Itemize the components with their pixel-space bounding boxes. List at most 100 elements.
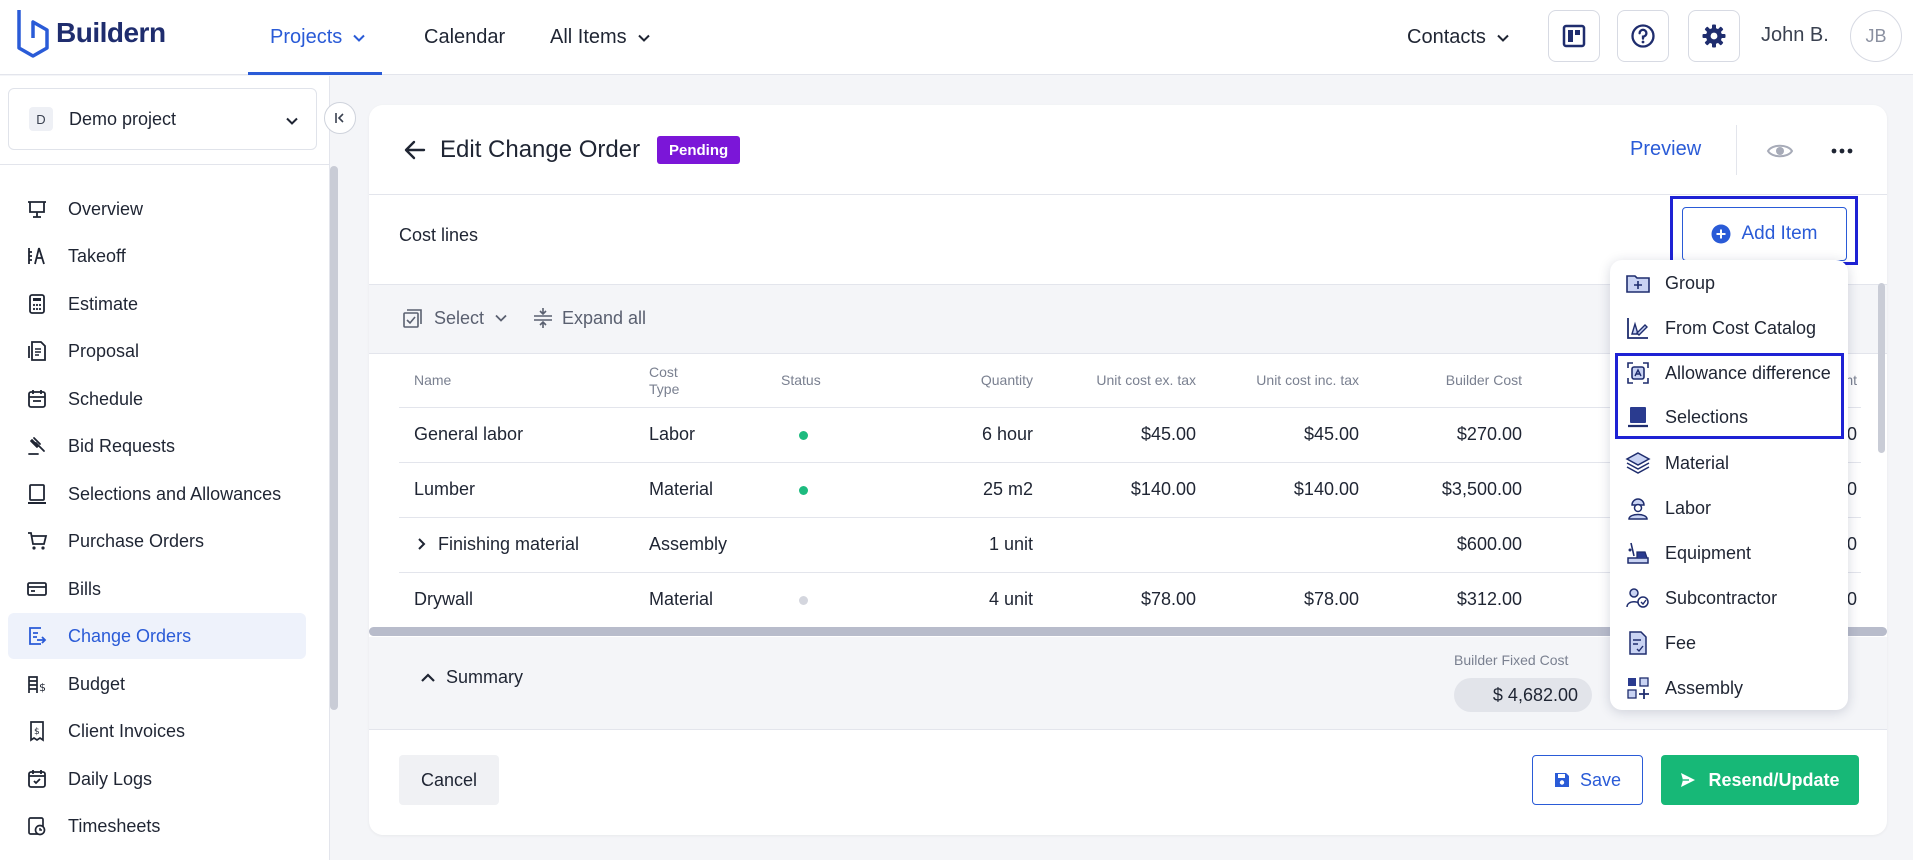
calendar-icon [28,390,46,408]
nav-projects[interactable]: Projects [247,0,383,75]
menu-item-subcontractor[interactable]: Subcontractor [1625,580,1777,616]
nav-all-items-label: All Items [550,26,627,48]
menu-item-fee[interactable]: Fee [1625,625,1696,661]
collapse-sidebar-button[interactable] [324,102,356,134]
svg-text:$: $ [34,727,40,737]
sidebar-item-proposal[interactable]: Proposal [8,328,306,374]
cell-name: General labor [399,407,649,463]
nav-contacts-label: Contacts [1407,26,1486,48]
sidebar-item-selections[interactable]: Selections and Allowances [8,471,306,517]
menu-item-assembly[interactable]: Assembly [1625,670,1743,706]
budget-icon: $ [28,676,46,694]
sidebar-item-estimate[interactable]: Estimate [8,281,306,327]
menu-item-selections[interactable]: Selections [1625,399,1748,435]
column-header-quantity[interactable]: Quantity [891,355,1033,408]
cell-unit-cost-inc-tax [1196,517,1359,573]
nav-all-items[interactable]: All Items [550,0,651,75]
summary-toggle[interactable]: Summary [420,667,523,688]
gavel-icon [28,437,45,455]
select-checkbox-icon [403,309,422,328]
calculator-icon [29,294,45,314]
resend-update-button[interactable]: Resend/Update [1661,755,1859,805]
table-horizontal-scrollbar[interactable] [369,627,1887,636]
column-header-cost-type[interactable]: Cost Type [649,355,781,408]
avatar[interactable]: JB [1850,10,1902,62]
sidebar-item-timesheets[interactable]: Timesheets [8,803,306,849]
settings-button[interactable] [1688,10,1740,62]
sidebar-scrollbar[interactable] [330,166,338,710]
material-layers-icon [1625,452,1651,474]
change-order-icon [29,627,47,645]
timesheet-icon [28,817,46,836]
sidebar-item-schedule[interactable]: Schedule [8,376,306,422]
cell-name: Drywall [399,572,649,628]
menu-item-allowance-difference[interactable]: Allowance difference [1625,355,1831,391]
sidebar-item-client-invoices[interactable]: $ Client Invoices [8,708,306,754]
cancel-button[interactable]: Cancel [399,755,499,805]
section-title: Cost lines [399,225,479,245]
presentation-icon [28,201,46,218]
dashboard-button[interactable] [1548,10,1600,62]
sidebar-item-overview[interactable]: Overview [8,186,306,232]
sidebar-item-purchase-orders[interactable]: Purchase Orders [8,518,306,564]
status-dot [799,486,808,495]
expand-all-label: Expand all [562,307,647,328]
sidebar-item-change-orders[interactable]: Change Orders [8,613,306,659]
question-mark-icon [1631,24,1655,48]
sidebar-item-budget[interactable]: $ Budget [8,661,306,707]
menu-item-label: Allowance difference [1665,362,1831,383]
buildern-logo-icon [17,10,49,58]
menu-item-equipment[interactable]: Equipment [1625,535,1751,571]
cell-unit-cost-inc-tax: $140.00 [1196,462,1359,518]
column-header-unit-cost-inc-tax[interactable]: Unit cost inc. tax [1196,355,1359,408]
floppy-disk-icon [1554,773,1569,787]
column-header-name[interactable]: Name [399,355,649,408]
chevron-down-icon [286,117,298,125]
menu-item-cost-catalog[interactable]: From Cost Catalog [1625,310,1816,346]
column-header-status[interactable]: Status [781,355,891,408]
menu-item-label: Material [1665,452,1730,473]
select-dropdown[interactable]: Select [402,307,508,329]
sidebar-item-takeoff[interactable]: Takeoff [8,233,306,279]
card-header: Edit Change Order Pending Preview [369,105,1887,195]
chevron-up-icon [421,672,435,682]
sidebar-item-bid-requests[interactable]: Bid Requests [8,423,306,469]
nav-calendar[interactable]: Calendar [424,0,505,75]
fee-document-icon [1629,631,1647,655]
sidebar-item-label: Selections and Allowances [68,483,282,504]
menu-item-material[interactable]: Material [1625,445,1729,481]
cell-status [781,572,891,628]
nav-contacts[interactable]: Contacts [1407,0,1510,75]
cell-status [781,462,891,518]
eye-icon[interactable] [1766,137,1794,165]
more-options-icon[interactable] [1828,137,1856,165]
cell-cost-type: Labor [649,407,781,463]
back-arrow-icon[interactable] [402,137,428,163]
project-selector[interactable]: D Demo project [8,88,317,150]
add-item-button[interactable]: Add Item [1682,207,1847,261]
cell-unit-cost-inc-tax: $78.00 [1196,572,1359,628]
cart-icon [28,532,48,550]
cell-name: Finishing material [399,517,649,573]
chevron-down-icon [1497,34,1509,42]
expand-all-icon [534,308,552,328]
preview-button[interactable]: Preview [1630,138,1702,160]
column-header-builder-cost[interactable]: Builder Cost [1359,355,1522,408]
sidebar-item-daily-logs[interactable]: Daily Logs [8,756,306,802]
expand-all-button[interactable]: Expand all [532,307,646,329]
menu-item-labor[interactable]: Labor [1625,490,1711,526]
user-name[interactable]: John B. [1761,24,1829,46]
menu-item-group[interactable]: Group [1625,265,1715,301]
cell-builder-cost: $600.00 [1359,517,1522,573]
buildern-logo[interactable]: Buildern [16,8,166,58]
sidebar-item-label: Overview [68,198,144,219]
sidebar-item-label: Estimate [68,293,139,314]
invoice-icon: $ [30,721,44,742]
chevron-right-icon[interactable] [414,537,428,551]
save-button[interactable]: Save [1532,755,1643,805]
help-button[interactable] [1617,10,1669,62]
sidebar-item-bills[interactable]: Bills [8,566,306,612]
column-header-unit-cost-ex-tax[interactable]: Unit cost ex. tax [1033,355,1196,408]
table-vertical-scrollbar[interactable] [1878,283,1885,453]
send-icon [1681,773,1696,787]
